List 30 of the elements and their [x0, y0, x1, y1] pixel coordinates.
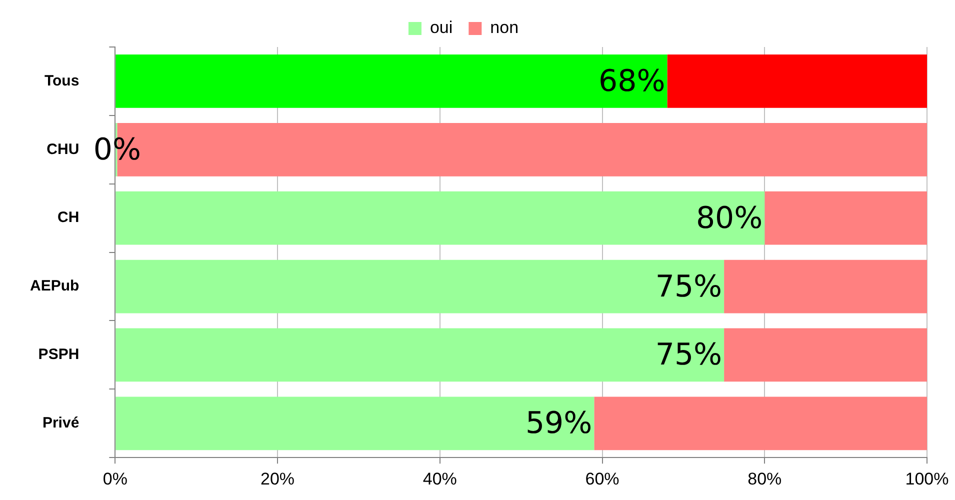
bar: [594, 396, 927, 450]
y-tick-label: Privé: [42, 414, 80, 432]
x-tick-label: 20%: [260, 469, 295, 488]
legend-label: non: [490, 18, 519, 38]
y-tick-label: CH: [57, 209, 80, 226]
bar: [667, 54, 927, 108]
bar: [116, 396, 594, 450]
bar: [724, 328, 927, 382]
data-label: 80%: [696, 200, 763, 236]
y-tick-label: AEPub: [30, 278, 80, 295]
bar: [764, 191, 927, 245]
bar: [116, 260, 724, 314]
x-tick-label: 60%: [585, 469, 620, 488]
bar: [116, 328, 724, 382]
x-tick-label: 100%: [905, 469, 949, 488]
bar: [116, 191, 765, 245]
y-tick-label: CHU: [46, 140, 80, 158]
y-tick-label: PSPH: [38, 346, 80, 364]
x-tick-label: 80%: [748, 469, 782, 488]
x-tick-label: 40%: [422, 469, 457, 488]
data-label: 75%: [655, 269, 722, 304]
data-label: 68%: [598, 64, 666, 100]
x-tick-label: 0%: [102, 469, 128, 488]
data-label: 0%: [93, 132, 141, 168]
bar: [724, 260, 927, 314]
legend-label: oui: [430, 18, 453, 38]
data-label: 75%: [655, 338, 722, 373]
y-tick-label: Tous: [44, 72, 80, 90]
bar: [116, 54, 668, 108]
data-label: 59%: [525, 406, 592, 442]
